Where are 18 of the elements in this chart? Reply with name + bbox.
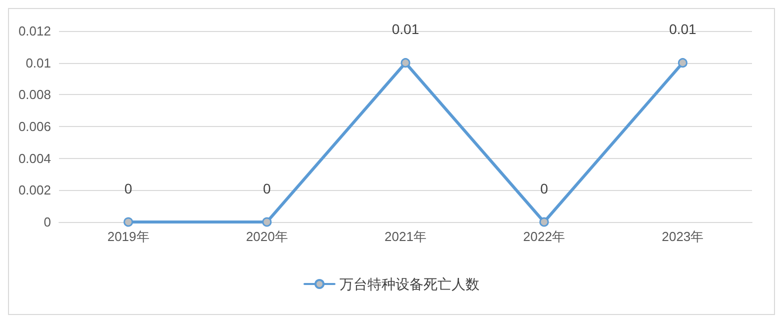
x-tick-label: 2020年 xyxy=(246,229,288,244)
data-label: 0.01 xyxy=(392,21,420,38)
y-tick-label: 0.006 xyxy=(18,119,51,134)
y-tick-label: 0.01 xyxy=(26,55,51,70)
x-tick-label: 2021年 xyxy=(384,229,426,244)
data-label: 0 xyxy=(540,180,548,196)
data-label: 0.01 xyxy=(669,21,697,38)
y-tick-label: 0 xyxy=(44,214,51,230)
y-tick-label: 0.004 xyxy=(18,150,51,166)
x-tick-label: 2019年 xyxy=(107,229,150,244)
x-tick-label: 2022年 xyxy=(523,229,566,244)
data-label: 0 xyxy=(263,180,271,196)
y-tick-label: 0.002 xyxy=(18,182,51,198)
legend-label: 万台特种设备死亡人数 xyxy=(340,276,480,292)
y-tick-label: 0.008 xyxy=(18,87,51,102)
y-tick-label: 0.012 xyxy=(18,24,51,38)
x-tick-label: 2023年 xyxy=(662,229,704,244)
data-label: 0 xyxy=(124,180,132,196)
